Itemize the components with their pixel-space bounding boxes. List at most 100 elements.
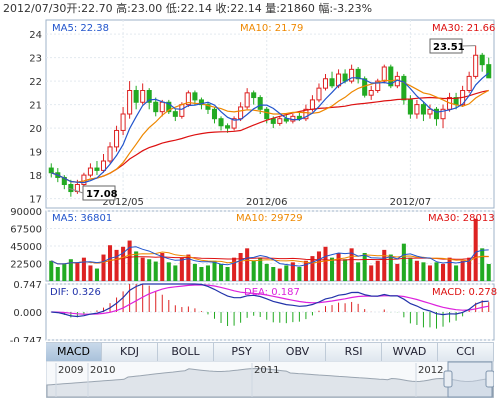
volume-bar (349, 248, 354, 281)
volume-bar (62, 263, 67, 281)
candle-body (296, 115, 302, 120)
macd-dea-label: DEA: 0.187 (244, 287, 300, 298)
navigator-right-handle[interactable] (485, 370, 494, 388)
candle-body (127, 90, 133, 115)
volume-bar (460, 260, 465, 281)
tab-psy[interactable]: PSY (214, 343, 270, 361)
candle-body (120, 113, 126, 131)
navigator-year-label: 2011 (254, 365, 279, 376)
volume-bar (101, 254, 106, 281)
dif-line (51, 283, 489, 318)
volume-y-tick-label: 22500 (10, 260, 42, 271)
price-y-ticks: 17 18 19 20 21 22 23 24 (29, 30, 42, 206)
volume-bar (356, 262, 361, 281)
candle-body (270, 118, 276, 124)
tab-boll[interactable]: BOLL (158, 343, 214, 361)
price-x-ticks: 2012/05 2012/06 2012/07 (102, 197, 431, 208)
candle-body (440, 108, 446, 120)
volume-bar (303, 260, 308, 281)
volume-bar (212, 260, 217, 281)
navigator-year-label: 2012 (418, 365, 443, 376)
navigator-left-handle[interactable] (443, 370, 453, 388)
volume-bar (290, 262, 295, 281)
volume-ma10-label: MA10: 29729 (236, 213, 303, 224)
candle-body (322, 78, 329, 89)
navigator-years: 2009 2010 2011 2012 (55, 363, 443, 397)
candle-body (486, 64, 492, 79)
tab-obv[interactable]: OBV (270, 343, 326, 361)
volume-bar (49, 260, 54, 281)
quote-volume: 量:21860 (265, 2, 315, 15)
candle-body (251, 92, 257, 99)
candle-body (166, 101, 172, 113)
volume-bar (166, 262, 171, 281)
candle-body (303, 108, 309, 120)
candle-body (368, 90, 374, 96)
volume-bar (147, 259, 152, 281)
macd-grid (46, 283, 494, 341)
tab-wvad[interactable]: WVAD (382, 343, 438, 361)
candle-body (133, 90, 139, 103)
tab-macd[interactable]: MACD (46, 343, 102, 361)
volume-bar (421, 262, 426, 281)
candle-body (211, 108, 218, 120)
navigator-selection[interactable] (447, 361, 493, 398)
candle-body (466, 75, 472, 92)
stock-chart[interactable]: 17 18 19 20 21 22 23 24 2012/05 2012/06 2012/07 M… (0, 0, 500, 342)
price-x-tick-label: 2012/07 (390, 197, 432, 208)
volume-bar (245, 248, 250, 281)
candle-body (146, 90, 152, 103)
candle-body (257, 97, 263, 110)
price-x-tick-label: 2012/05 (102, 197, 144, 208)
tab-kdj[interactable]: KDJ (102, 343, 158, 361)
volume-bar (297, 267, 302, 281)
quote-open: 开:22.70 (66, 2, 113, 15)
candle-body (225, 125, 231, 129)
tab-cci[interactable]: CCI (438, 343, 494, 361)
macd-y-ticks: -0.747 0.000 0.747 (10, 280, 42, 342)
price-ma5-label: MA5: 22.38 (52, 23, 109, 34)
time-navigator[interactable]: 2009 2010 2011 2012 (46, 361, 494, 398)
volume-bar (310, 256, 315, 281)
volume-y-tick-label: 67500 (10, 225, 42, 236)
volume-bar (186, 254, 191, 281)
volume-bar (173, 265, 178, 281)
volume-bar (447, 257, 452, 281)
price-y-tick-label: 23 (29, 54, 42, 65)
tab-rsi[interactable]: RSI (326, 343, 382, 361)
volume-bar (121, 246, 126, 281)
price-y-tick-label: 20 (29, 124, 42, 135)
volume-bar (153, 261, 158, 281)
candle-body (153, 101, 159, 113)
price-y-tick-label: 19 (29, 148, 42, 159)
volume-y-tick-label: 90000 (10, 207, 42, 218)
low-price-value: 17.08 (86, 189, 118, 200)
quote-close: 收:22.14 (215, 2, 262, 15)
candle-body (238, 106, 244, 120)
volume-bar (251, 260, 256, 281)
quote-low: 低:22.14 (165, 2, 213, 15)
price-y-tick-label: 17 (29, 195, 42, 206)
price-ma10-label: MA10: 21.79 (240, 23, 303, 34)
candle-body (100, 160, 107, 171)
volume-bars[interactable] (49, 218, 491, 281)
candle-body (87, 167, 93, 176)
volume-bar (486, 263, 491, 281)
volume-bar (277, 268, 282, 281)
ma10-line (51, 79, 489, 183)
volume-bar (316, 251, 321, 281)
volume-bar (480, 248, 485, 281)
volume-bar (362, 253, 367, 281)
candle-body (218, 118, 224, 127)
volume-bar (434, 262, 439, 281)
volume-bar (375, 260, 380, 281)
quote-header: 2012/07/30开:22.70 高:23.00 低:22.14 收:22.1… (0, 0, 500, 18)
candle-body (342, 73, 348, 82)
candle-body (198, 99, 204, 106)
candle-body (329, 78, 335, 87)
candle-body (479, 54, 485, 66)
volume-bar (264, 263, 269, 281)
candle-body (205, 104, 211, 110)
volume-bar (336, 253, 341, 281)
candle-body (309, 99, 315, 110)
